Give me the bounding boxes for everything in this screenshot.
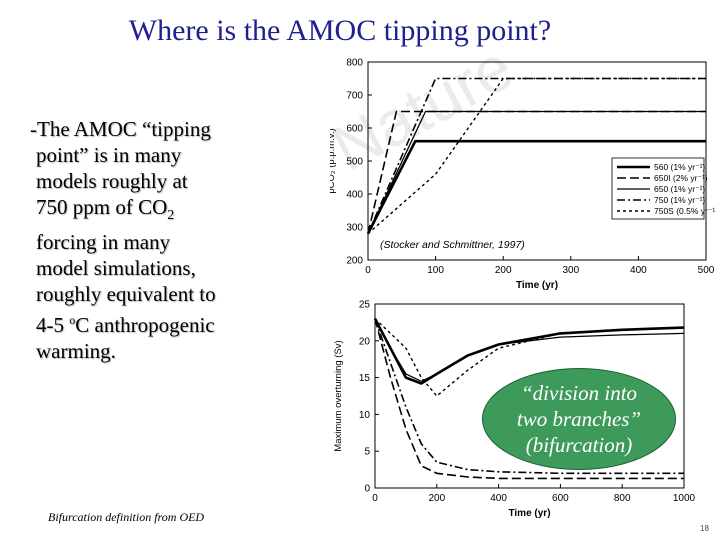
callout-line: “division into bbox=[520, 381, 638, 405]
x-tick-label: 0 bbox=[372, 493, 378, 504]
y-tick-label: 500 bbox=[346, 157, 363, 168]
y-tick-label: 300 bbox=[346, 223, 363, 234]
bullet-line-unit: C anthropogenic bbox=[75, 313, 215, 338]
bullet-line: point” is in many bbox=[36, 143, 182, 167]
degree-symbol: o bbox=[69, 313, 76, 328]
bullet-text: -The AMOC “tipping point” is in many mod… bbox=[30, 116, 280, 364]
slide-title: Where is the AMOC tipping point? bbox=[128, 14, 552, 47]
y-tick-label: 700 bbox=[346, 91, 363, 102]
y-tick-label: 25 bbox=[359, 300, 371, 311]
legend-label: 750 (1% yr⁻¹) bbox=[654, 195, 705, 205]
callout-line: (bifurcation) bbox=[525, 433, 633, 457]
y-tick-label: 200 bbox=[346, 256, 363, 267]
bullet-line: models roughly at bbox=[36, 169, 188, 193]
y-tick-label: 800 bbox=[346, 58, 363, 69]
y-axis-label: pCO₂ (p.p.m.v.) bbox=[330, 128, 337, 193]
x-tick-label: 500 bbox=[698, 265, 715, 276]
series-line bbox=[367, 110, 706, 234]
legend-label: 560 (1% yr⁻¹) bbox=[654, 162, 705, 172]
x-tick-label: 800 bbox=[614, 493, 631, 504]
series-line bbox=[373, 318, 685, 385]
y-tick-label: 20 bbox=[359, 336, 371, 347]
x-axis-label: Time (yr) bbox=[508, 508, 550, 519]
bullet-line-range: 4-5 bbox=[36, 313, 64, 338]
y-tick-label: 10 bbox=[359, 410, 371, 421]
slide-number: 18 bbox=[700, 524, 709, 533]
series-line bbox=[374, 318, 684, 475]
y-tick-label: 400 bbox=[346, 190, 363, 201]
x-tick-label: 0 bbox=[365, 265, 371, 276]
co2-subscript: 2 bbox=[167, 208, 175, 224]
y-axis-label: Maximum overturning (Sv) bbox=[333, 340, 344, 451]
series-line bbox=[374, 318, 685, 382]
series-line bbox=[374, 318, 684, 480]
x-tick-label: 600 bbox=[552, 493, 569, 504]
bullet-line: model simulations, bbox=[36, 256, 196, 281]
plot-frame bbox=[374, 303, 685, 489]
x-tick-label: 200 bbox=[428, 493, 445, 504]
footnote: Bifurcation definition from OED bbox=[48, 510, 205, 524]
bullet-line: -The AMOC “tipping bbox=[30, 117, 211, 141]
y-tick-label: 15 bbox=[359, 373, 371, 384]
bullet-line: forcing in many bbox=[36, 230, 171, 255]
x-tick-label: 300 bbox=[562, 265, 579, 276]
bullet-line: roughly equivalent to bbox=[36, 282, 216, 307]
citation-annotation: (Stocker and Schmittner, 1997) bbox=[380, 239, 525, 251]
legend-label: 750S (0.5% yr⁻¹) bbox=[654, 206, 715, 216]
x-tick-label: 1000 bbox=[673, 493, 696, 504]
x-tick-label: 400 bbox=[490, 493, 507, 504]
x-axis-label: Time (yr) bbox=[516, 280, 558, 290]
legend-label: 650I (2% yr⁻¹) bbox=[654, 173, 708, 183]
bullet-line-co2-text: 750 ppm of CO bbox=[36, 195, 168, 219]
series-line bbox=[366, 139, 706, 235]
callout-line: two branches” bbox=[516, 407, 642, 431]
y-tick-label: 0 bbox=[364, 484, 370, 495]
overturning-chart: 0 200 400 600 800 1000 0 5 10 15 20 25 Time (yr) Maxi… bbox=[333, 300, 696, 520]
bifurcation-callout: “division into two branches” (bifurcatio… bbox=[482, 368, 676, 470]
y-tick-label: 600 bbox=[346, 124, 363, 135]
legend-label: 650 (1% yr⁻¹) bbox=[654, 184, 705, 194]
bullet-line-co2: 750 ppm of CO2 bbox=[30, 194, 280, 229]
series-line bbox=[374, 318, 685, 397]
x-tick-label: 200 bbox=[495, 265, 512, 276]
bullet-line: warming. bbox=[36, 339, 116, 364]
bullet-line-warming: 4-5 oC anthropogenic bbox=[30, 307, 280, 338]
x-tick-label: 400 bbox=[630, 265, 647, 276]
y-tick-label: 5 bbox=[364, 447, 370, 458]
x-tick-label: 100 bbox=[427, 265, 444, 276]
series-line bbox=[367, 77, 706, 235]
